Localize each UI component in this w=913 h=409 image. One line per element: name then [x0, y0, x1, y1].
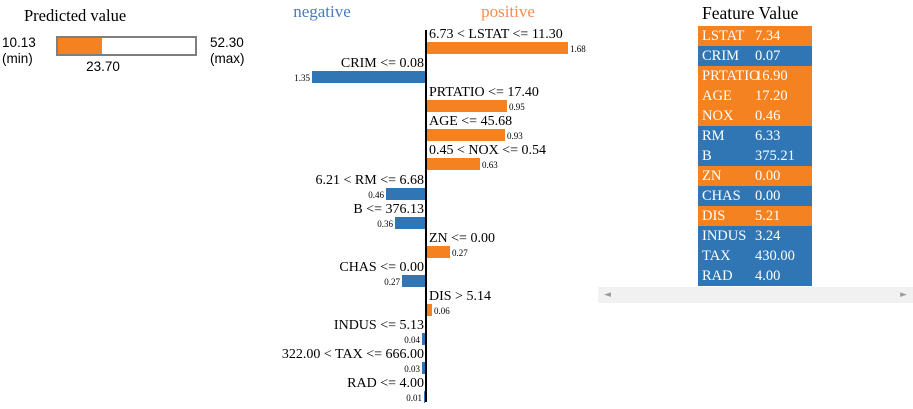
feature-table-row: PRTATIO 16.90 [698, 66, 812, 86]
predicted-max-label: (max) [210, 51, 245, 66]
contribution-bar [424, 391, 425, 403]
feature-value: 3.24 [755, 228, 781, 244]
feature-table-row: INDUS 3.24 [698, 226, 812, 246]
contribution-bar [427, 158, 480, 170]
feature-value: 7.34 [755, 28, 781, 44]
feature-name: CHAS [702, 188, 741, 204]
contribution-bar [312, 71, 425, 83]
feature-name: CRIM [702, 48, 740, 64]
feature-value-table: LSTAT 7.34 CRIM 0.07 PRTATIO 16.90 AGE 17.20 NOX… [698, 26, 812, 286]
contribution-label: B <= 376.13 [353, 202, 424, 217]
feature-table-row: CRIM 0.07 [698, 46, 812, 66]
contribution-value: 0.06 [434, 306, 450, 316]
feature-value: 0.00 [755, 168, 781, 184]
contribution-value: 0.46 [368, 190, 384, 200]
contribution-bar [402, 275, 425, 287]
contribution-label: DIS > 5.14 [429, 289, 491, 304]
contribution-chart: negative positive 6.73 < LSTAT <= 11.30 1… [280, 0, 610, 409]
contribution-value: 0.36 [377, 219, 393, 229]
contribution-label: PRTATIO <= 17.40 [429, 85, 539, 100]
feature-value: 430.00 [755, 248, 795, 264]
contribution-label: INDUS <= 5.13 [333, 318, 424, 333]
positive-header: positive [481, 2, 535, 21]
feature-name: AGE [702, 88, 732, 104]
contribution-bar [422, 362, 425, 374]
feature-value: 17.20 [755, 88, 788, 104]
feature-table-row: DIS 5.21 [698, 206, 812, 226]
contribution-value: 0.04 [404, 335, 420, 345]
feature-table-row: TAX 430.00 [698, 246, 812, 266]
feature-value: 0.07 [755, 48, 781, 64]
feature-value: 5.21 [755, 208, 781, 224]
contribution-label: RAD <= 4.00 [347, 376, 424, 391]
contribution-label: CRIM <= 0.08 [340, 56, 424, 71]
feature-name: DIS [702, 208, 726, 224]
scroll-left-icon[interactable]: ◄ [604, 290, 611, 300]
contribution-bar [427, 246, 450, 258]
feature-value: 0.00 [755, 188, 781, 204]
feature-value: 4.00 [755, 268, 781, 284]
feature-name: RAD [702, 268, 733, 284]
feature-value: 375.21 [755, 148, 795, 164]
contribution-value: 0.27 [384, 277, 400, 287]
contribution-label: CHAS <= 0.00 [339, 260, 424, 275]
contribution-bar [395, 217, 425, 229]
feature-table-row: ZN 0.00 [698, 166, 812, 186]
feature-table-row: AGE 17.20 [698, 86, 812, 106]
feature-value: 16.90 [755, 68, 788, 84]
scroll-right-icon[interactable]: ► [900, 290, 907, 300]
predicted-max-value: 52.30 [210, 35, 244, 50]
feature-name: INDUS [702, 228, 747, 244]
predicted-min-value: 10.13 [2, 35, 36, 50]
feature-table-row: NOX 0.46 [698, 106, 812, 126]
feature-name: B [702, 148, 712, 164]
feature-name: TAX [702, 248, 731, 264]
feature-value: 0.46 [755, 108, 781, 124]
contribution-value: 0.27 [452, 248, 468, 258]
negative-header: negative [293, 2, 351, 21]
contribution-label: 6.73 < LSTAT <= 11.30 [429, 27, 563, 42]
contribution-bar [386, 188, 425, 200]
contribution-value: 1.68 [570, 44, 586, 54]
contribution-bar [422, 333, 425, 345]
contribution-value: 0.95 [509, 102, 525, 112]
contribution-label: AGE <= 45.68 [429, 114, 513, 129]
feature-table-row: B 375.21 [698, 146, 812, 166]
contribution-bar [427, 100, 507, 112]
contribution-label: ZN <= 0.00 [429, 231, 495, 246]
predicted-current-value: 23.70 [86, 59, 120, 74]
contribution-label: 6.21 < RM <= 6.68 [315, 173, 424, 188]
feature-name: ZN [702, 168, 722, 184]
predicted-value-title: Predicted value [24, 6, 127, 25]
contribution-bar [427, 129, 505, 141]
feature-name: RM [702, 128, 725, 144]
feature-name: LSTAT [702, 28, 745, 44]
feature-name: PRTATIO [702, 68, 760, 84]
chart-axis-line [425, 30, 427, 402]
horizontal-scrollbar[interactable]: ◄ ► [598, 287, 913, 303]
feature-table-row: RM 6.33 [698, 126, 812, 146]
predicted-value-fill [58, 38, 102, 54]
contribution-value: 0.03 [404, 364, 420, 374]
predicted-value-bar [56, 36, 197, 56]
contribution-value: 1.35 [294, 73, 310, 83]
feature-table-header: Feature Value [702, 3, 799, 23]
predicted-min-label: (min) [2, 51, 33, 66]
contribution-label: 0.45 < NOX <= 0.54 [429, 143, 547, 158]
feature-name: NOX [702, 108, 734, 124]
feature-table-row: RAD 4.00 [698, 266, 812, 286]
contribution-label: 322.00 < TAX <= 666.00 [281, 347, 424, 362]
contribution-value: 0.63 [482, 160, 498, 170]
contribution-value: 0.93 [507, 131, 523, 141]
feature-table-row: LSTAT 7.34 [698, 26, 812, 46]
contribution-value: 0.01 [406, 393, 422, 403]
contribution-bar [427, 304, 432, 316]
feature-table-row: CHAS 0.00 [698, 186, 812, 206]
feature-value: 6.33 [755, 128, 781, 144]
contribution-bar [427, 42, 568, 54]
